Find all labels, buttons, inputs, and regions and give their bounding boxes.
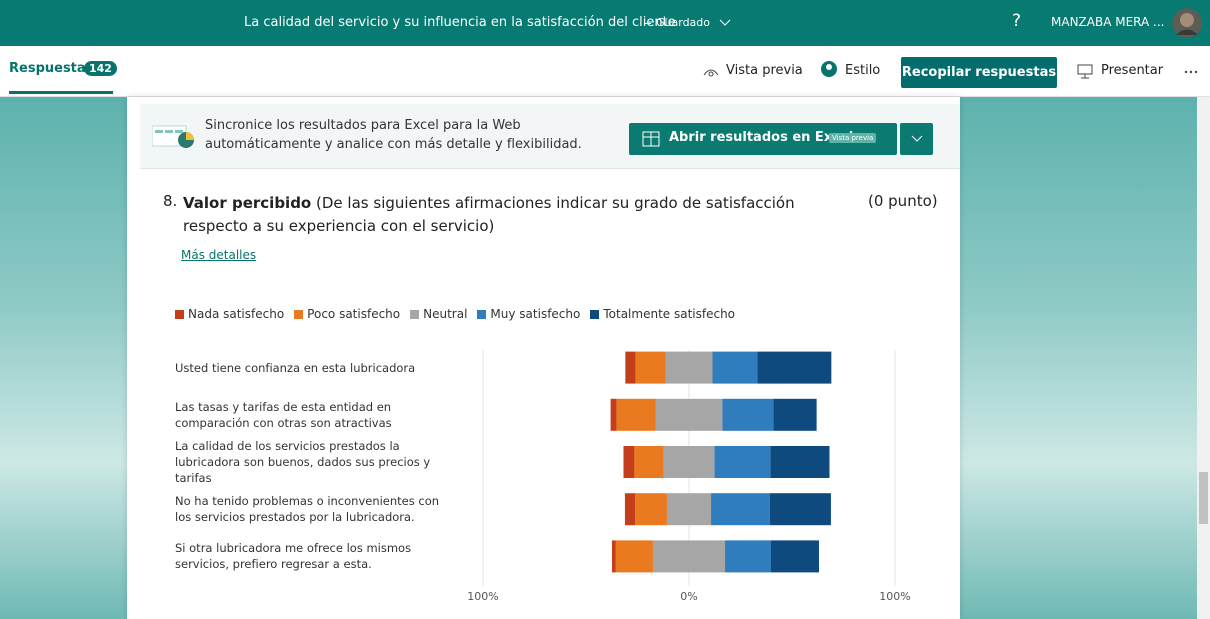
x-tick-label: 0% [680,590,697,603]
question-number: 8. [163,192,177,210]
bar-segment [667,493,711,525]
bar-segment [634,446,663,478]
dropdown-chevron [911,135,923,143]
scroll-thumb[interactable] [1199,472,1208,524]
bar-segment [771,446,830,478]
avatar[interactable] [1172,8,1202,38]
preview-badge: Vista previa [829,133,876,143]
page-body: La calidad del servicio y su influencia … [0,0,1210,619]
bar-segment [612,540,616,572]
bar-segment [711,493,770,525]
collect-button[interactable]: Recopilar respuestas [901,57,1057,88]
bar-segment [656,399,723,431]
bar-segment [663,446,714,478]
details-link[interactable]: Más detalles [181,248,256,262]
category-label: Usted tiene confianza en esta lubricador… [175,351,450,385]
chevron [719,18,731,28]
more-button[interactable] [1184,70,1198,74]
category-label: La calidad de los servicios prestados la… [175,445,450,479]
bar-segment [774,399,817,431]
separator [645,23,651,24]
bar-segment [666,352,713,384]
save-status: Guardado [656,16,710,29]
x-tick-label: 100% [879,590,910,603]
bar-segment [635,352,665,384]
form-title: La calidad del servicio y su influencia … [244,15,676,30]
excel-icon [642,131,660,147]
toolbar: Respuestas 142 Vista previa Estilo Recop… [0,46,1210,97]
present-icon [1077,64,1093,79]
excel-banner: Sincronice los resultados para Excel par… [140,104,960,169]
excel-button[interactable]: Abrir resultados en Excel Vista previa [629,123,897,155]
bar-segment [653,540,725,572]
top-bar: La calidad del servicio y su influencia … [0,0,1210,46]
bar-segment [635,493,667,525]
page: Respuestas {"header": {"title": "La cali… [0,0,1210,619]
bar-segment [757,352,831,384]
excel-button-label: Abrir resultados en Excel [669,130,853,145]
bar-segment [611,399,617,431]
bar-segment [771,540,819,572]
scrollbar[interactable] [1197,97,1210,619]
bar-segment [712,352,757,384]
question-points: (0 punto) [868,192,938,210]
excel-illustration [152,122,196,150]
excel-dropdown[interactable] [900,123,933,155]
bar-segment [623,446,634,478]
responses-tab[interactable]: Respuestas [9,61,93,76]
tab-underline [9,91,113,94]
present-button[interactable]: Presentar [1101,63,1163,78]
bar-segment [625,493,635,525]
banner-text: Sincronice los resultados para Excel par… [205,116,635,154]
preview-button[interactable]: Vista previa [726,63,803,78]
user-name: MANZABA MERA ... [1051,15,1164,29]
eye-icon [703,67,719,77]
bar-segment [725,540,771,572]
style-button[interactable]: Estilo [845,63,880,78]
question-text: Valor percibido (De las siguientes afirm… [183,192,843,238]
bar-segment [625,352,635,384]
x-tick-label: 100% [467,590,498,603]
bar-segment [617,399,656,431]
category-label: Las tasas y tarifas de esta entidad en c… [175,398,450,432]
bar-segment [616,540,653,572]
bar-segment [722,399,773,431]
response-count: 142 [84,61,117,76]
bar-segment [770,493,831,525]
bar-segment [715,446,771,478]
help-button[interactable]: ? [1012,11,1021,31]
category-label: No ha tenido problemas o inconvenientes … [175,492,450,526]
category-label: Si otra lubricadora me ofrece los mismos… [175,539,450,573]
question-title: Valor percibido [183,194,311,212]
palette-icon [820,60,838,80]
